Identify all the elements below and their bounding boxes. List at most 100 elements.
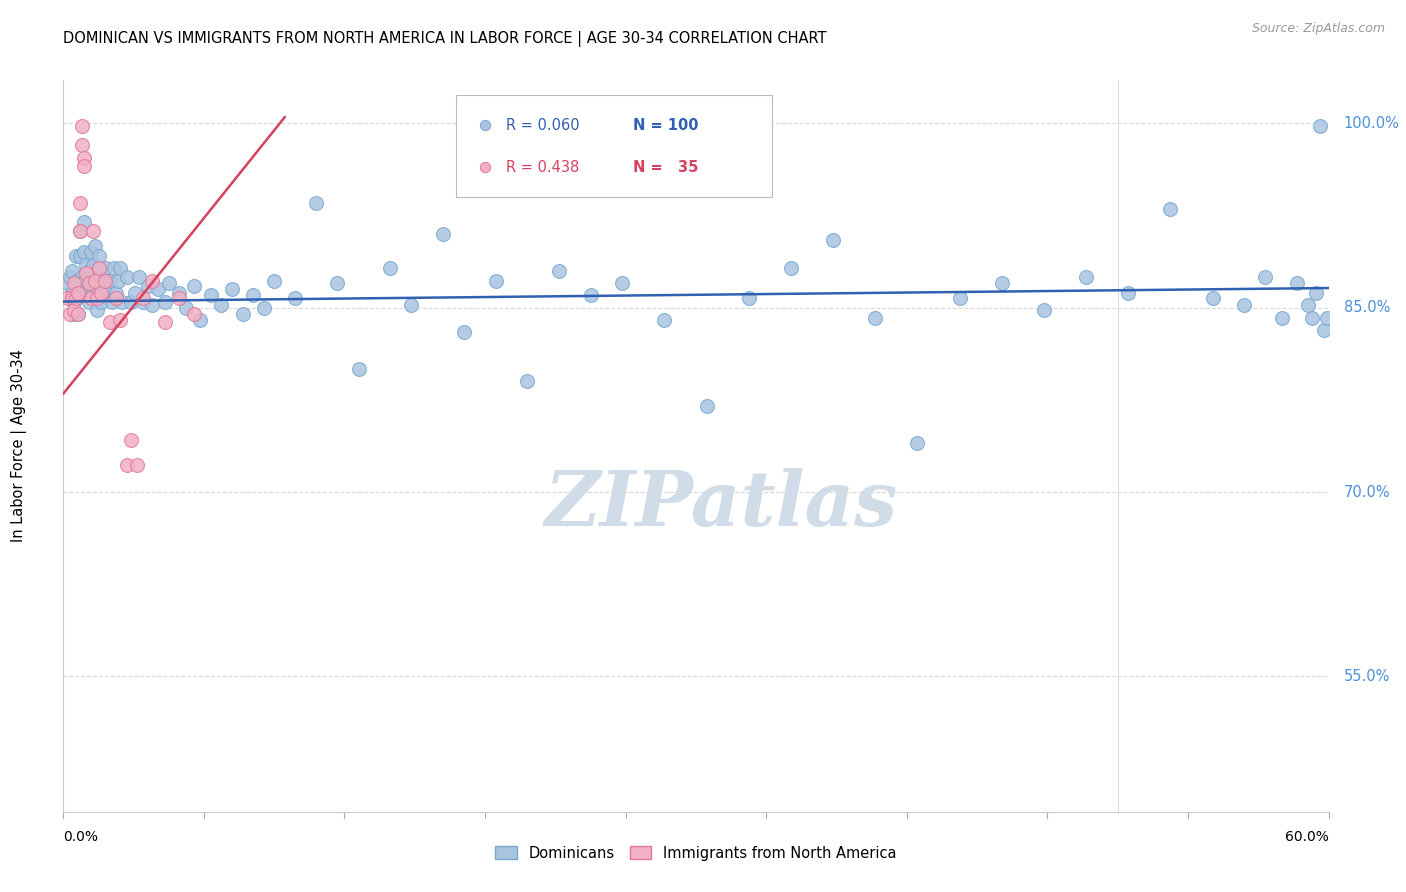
Point: [1271, 310, 1294, 325]
Point: [107, 274, 129, 288]
Point: [696, 399, 718, 413]
Point: [453, 326, 475, 340]
Point: [96, 285, 120, 300]
Point: [69, 249, 91, 263]
Point: [174, 301, 197, 315]
Text: Source: ZipAtlas.com: Source: ZipAtlas.com: [1251, 22, 1385, 36]
Point: [58, 270, 80, 285]
Point: [132, 291, 155, 305]
Text: R = 0.438: R = 0.438: [506, 160, 579, 175]
Point: [110, 261, 132, 276]
Point: [242, 288, 264, 302]
Point: [865, 310, 887, 325]
Point: [70, 119, 93, 133]
Point: [183, 307, 205, 321]
Point: [62, 303, 84, 318]
Point: [73, 274, 96, 288]
Point: [1296, 298, 1319, 312]
Point: [169, 291, 191, 305]
Text: DOMINICAN VS IMMIGRANTS FROM NORTH AMERICA IN LABOR FORCE | AGE 30-34 CORRELATIO: DOMINICAN VS IMMIGRANTS FROM NORTH AMERI…: [63, 31, 827, 47]
Point: [70, 270, 93, 285]
Point: [65, 291, 87, 305]
Point: [69, 196, 91, 211]
Text: 60.0%: 60.0%: [1285, 830, 1329, 844]
Point: [148, 282, 170, 296]
Point: [347, 362, 370, 376]
Point: [82, 225, 104, 239]
Point: [86, 303, 108, 318]
Point: [1305, 285, 1327, 300]
Point: [755, 192, 778, 206]
Point: [60, 264, 83, 278]
Point: [141, 298, 163, 312]
Point: [136, 278, 159, 293]
Point: [823, 233, 845, 247]
Point: [253, 301, 276, 315]
Point: [62, 294, 84, 309]
Point: [56, 291, 79, 305]
Point: [93, 276, 115, 290]
Point: [87, 249, 111, 263]
Point: [652, 313, 676, 327]
Text: 0.0%: 0.0%: [63, 830, 98, 844]
Text: In Labor Force | Age 30-34: In Labor Force | Age 30-34: [11, 350, 27, 542]
Point: [56, 276, 79, 290]
Point: [67, 285, 90, 300]
Point: [1316, 310, 1339, 325]
Point: [231, 307, 254, 321]
Text: 85.0%: 85.0%: [1344, 301, 1391, 315]
Point: [98, 274, 121, 288]
Point: [263, 817, 285, 831]
Point: [1202, 291, 1225, 305]
Point: [169, 285, 191, 300]
Point: [120, 434, 142, 448]
Point: [211, 298, 233, 312]
Point: [77, 294, 100, 309]
Point: [124, 285, 146, 300]
Point: [79, 245, 103, 260]
Point: [157, 276, 180, 290]
Point: [87, 261, 111, 276]
Point: [128, 270, 150, 285]
Point: [141, 274, 163, 288]
Point: [94, 261, 117, 276]
Point: [84, 266, 107, 280]
Text: 100.0%: 100.0%: [1344, 116, 1400, 131]
Point: [76, 285, 98, 300]
Point: [67, 307, 90, 321]
Point: [305, 196, 328, 211]
Point: [221, 282, 243, 296]
Text: N =   35: N = 35: [633, 160, 697, 175]
Point: [65, 274, 87, 288]
Point: [98, 315, 121, 329]
Point: [401, 298, 423, 312]
Point: [84, 239, 107, 253]
Point: [69, 225, 91, 239]
Point: [1309, 119, 1331, 133]
Point: [94, 274, 117, 288]
Point: [103, 261, 125, 276]
Text: N = 100: N = 100: [633, 118, 699, 133]
Point: [780, 261, 803, 276]
Point: [1118, 285, 1140, 300]
Point: [949, 291, 972, 305]
Point: [153, 294, 176, 309]
Point: [1286, 276, 1309, 290]
Point: [579, 288, 602, 302]
Point: [60, 291, 83, 305]
Point: [188, 313, 212, 327]
Point: [60, 285, 83, 300]
FancyBboxPatch shape: [456, 95, 772, 197]
Point: [485, 274, 508, 288]
Point: [120, 294, 142, 309]
Point: [76, 258, 98, 272]
Point: [907, 436, 929, 450]
Point: [132, 294, 155, 309]
Point: [1233, 298, 1256, 312]
Point: [79, 270, 103, 285]
Point: [82, 258, 104, 272]
Point: [516, 375, 538, 389]
Point: [991, 276, 1014, 290]
Text: ZIPatlas: ZIPatlas: [544, 467, 898, 541]
Point: [1254, 270, 1277, 285]
